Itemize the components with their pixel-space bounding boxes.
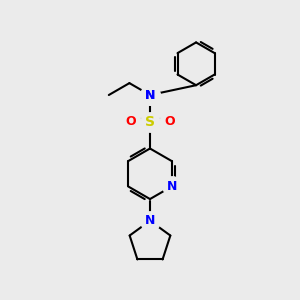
- Text: N: N: [145, 214, 155, 227]
- Text: S: S: [145, 115, 155, 129]
- Text: N: N: [145, 88, 155, 101]
- Text: N: N: [145, 88, 155, 101]
- Text: O: O: [164, 115, 175, 128]
- Text: N: N: [167, 180, 177, 193]
- Text: O: O: [125, 115, 136, 128]
